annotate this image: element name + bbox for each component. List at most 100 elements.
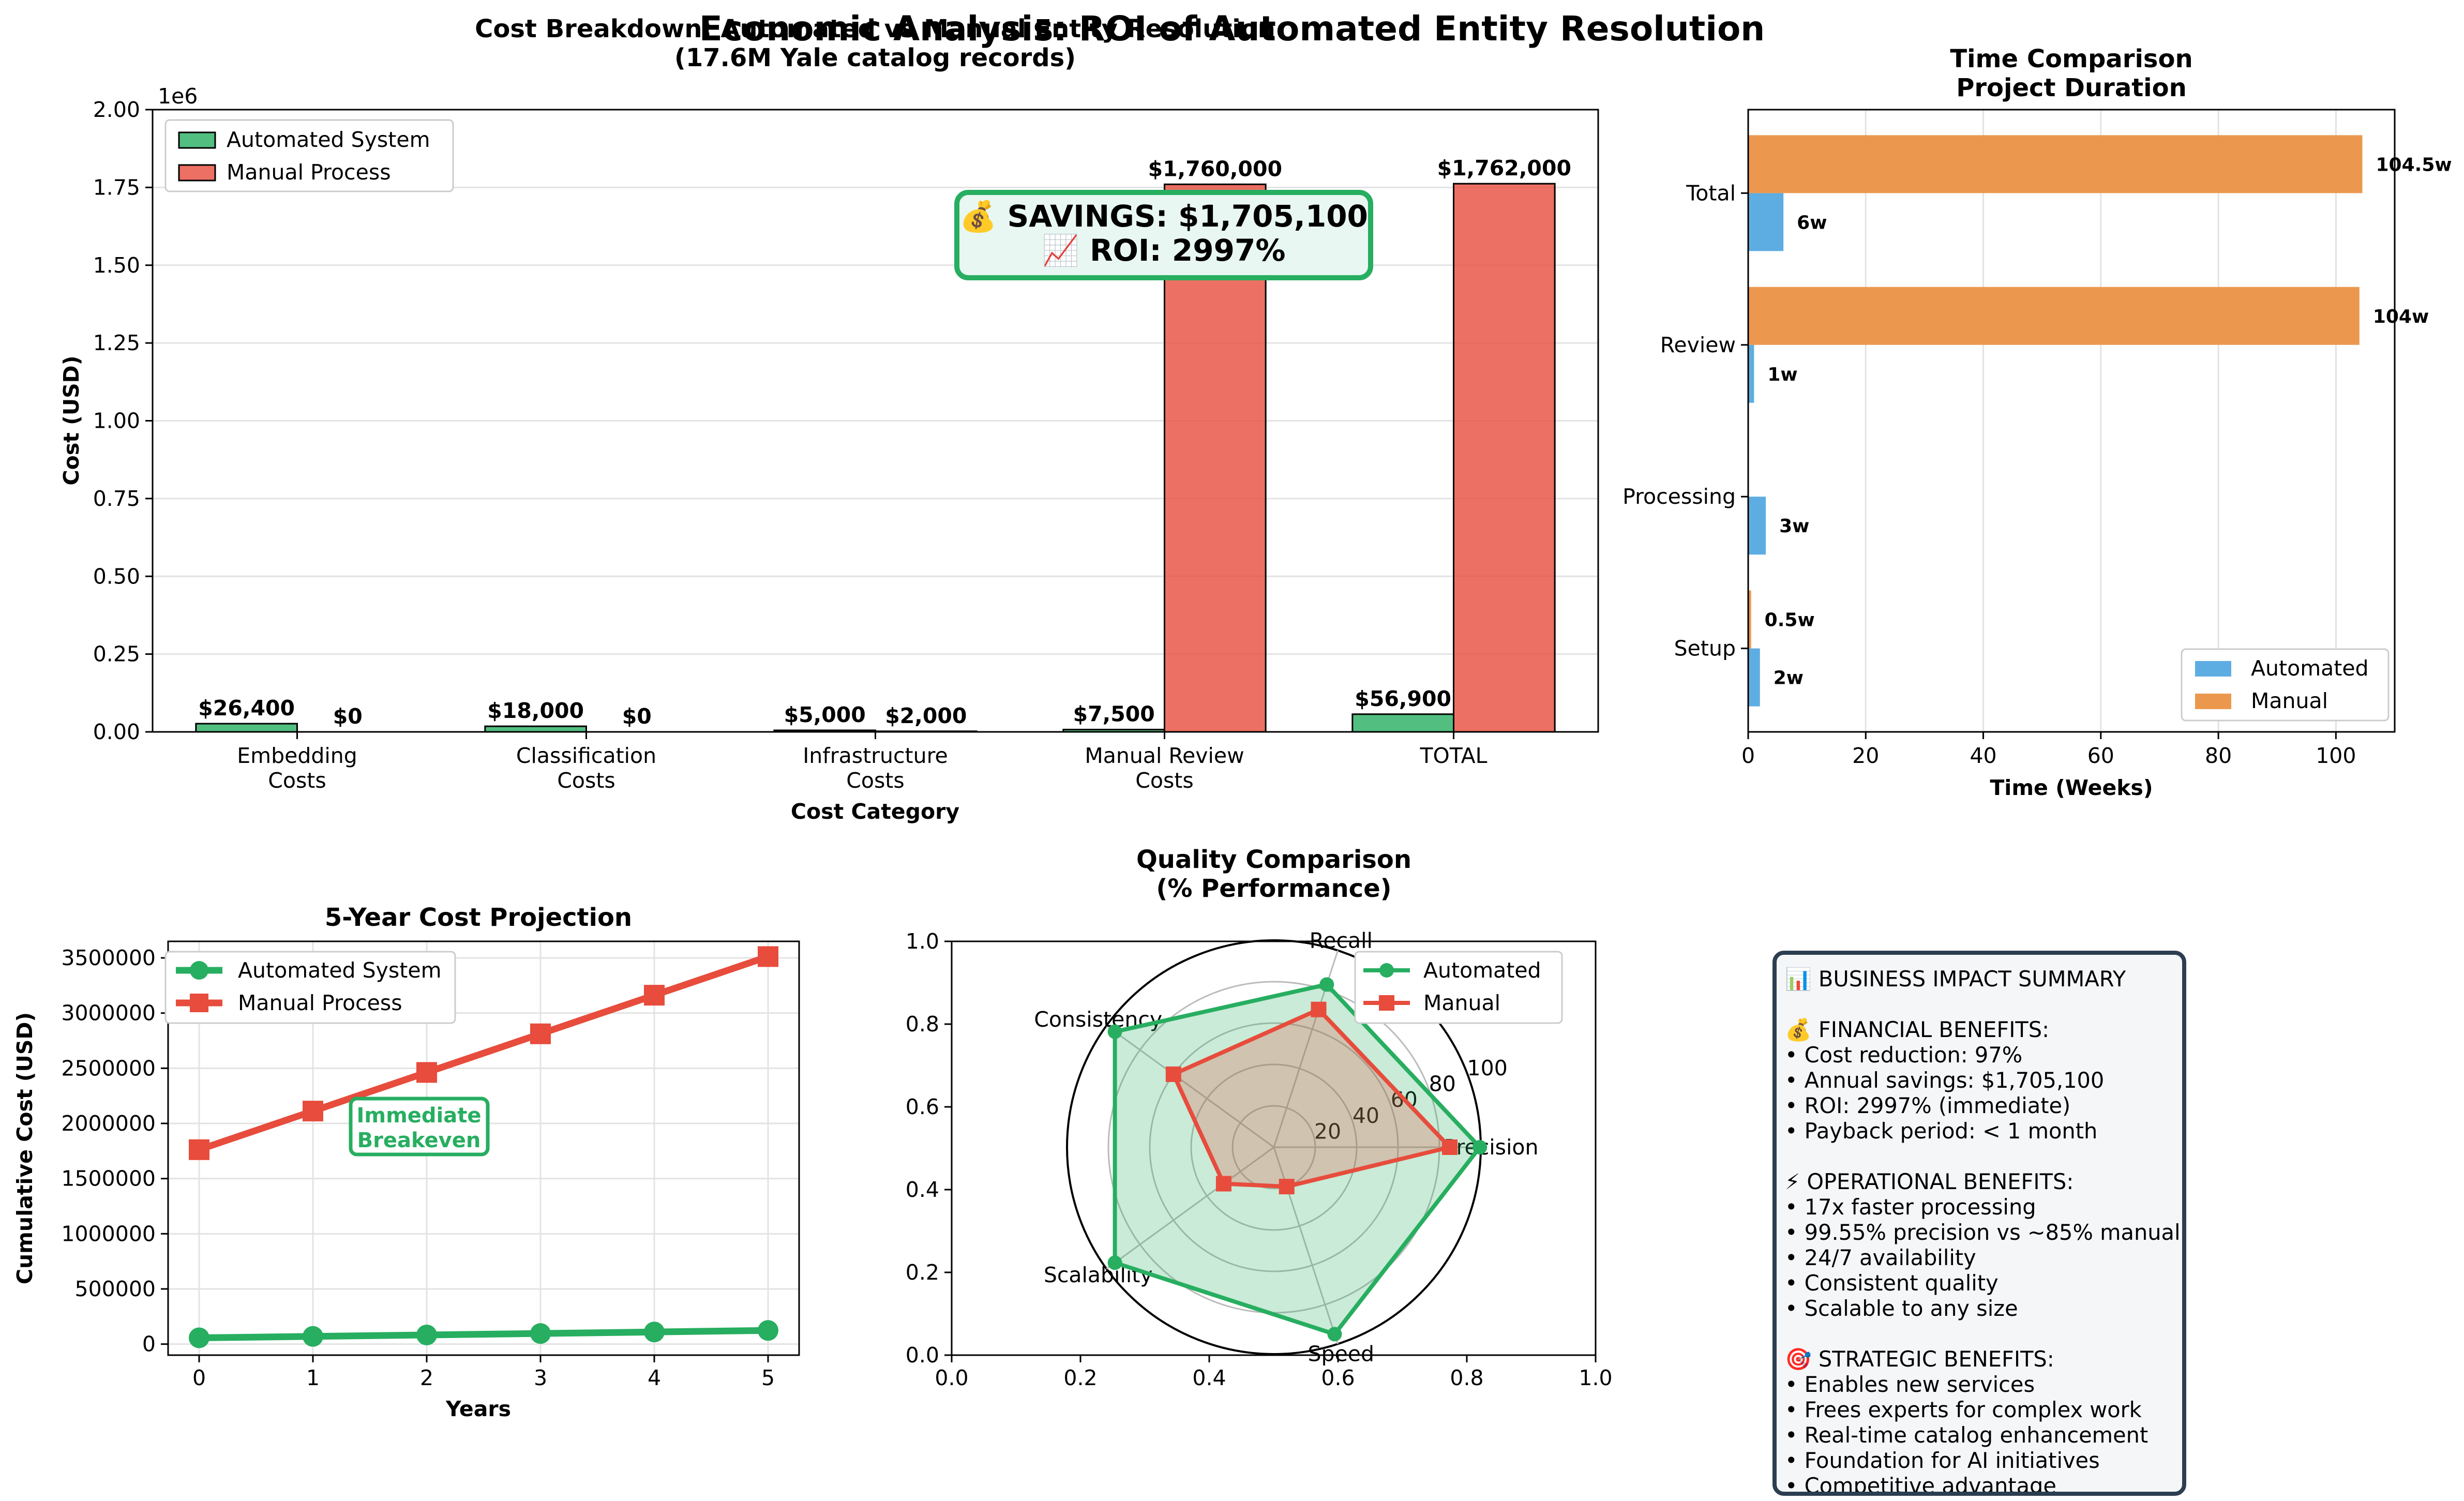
summary-line: • Scalable to any size: [1785, 1296, 2018, 1321]
radar-point-manual: [1442, 1139, 1458, 1155]
cost-data-label-automated: $26,400: [198, 696, 295, 721]
radar-axis-label: Recall: [1310, 928, 1373, 953]
radar-frame-xtick-label: 0.2: [1063, 1365, 1097, 1390]
cost-bar-automated: [1351, 713, 1455, 733]
breakeven-annotation-line: Immediate: [357, 1104, 482, 1128]
proj-point-manual: [644, 985, 665, 1006]
proj-ytick-label: 3000000: [61, 1001, 156, 1026]
radar-frame-xtick-label: 0.4: [1192, 1365, 1226, 1390]
summary-line: 🎯 STRATEGIC BENEFITS:: [1785, 1346, 2054, 1372]
time-bar-manual: [1748, 590, 1751, 649]
cost-xtick-label: Manual Review: [1085, 743, 1244, 768]
radar-subtitle: (% Performance): [1156, 874, 1391, 903]
proj-plot-frame: [167, 940, 800, 1356]
proj-legend-marker: [190, 961, 208, 980]
cost-title: Cost Breakdown: Automated vs Manual Enti…: [475, 14, 1275, 43]
time-xtick-label: 80: [2205, 743, 2232, 768]
cost-data-label-manual: $1,762,000: [1437, 156, 1571, 181]
cost-ytick-label: 0.00: [93, 719, 140, 744]
time-ytick-label: Total: [1686, 181, 1736, 205]
time-xlabel: Time (Weeks): [1990, 775, 2153, 800]
time-bar-manual: [1748, 287, 2360, 345]
time-xtick-label: 40: [1970, 743, 1996, 768]
time-ytick-label: Review: [1660, 333, 1736, 357]
summary-line: [1785, 1321, 2174, 1346]
proj-legend: [164, 951, 456, 1024]
time-xtick-label: 20: [1852, 743, 1879, 768]
time-bar-automated: [1748, 344, 1754, 403]
radar-frame-ytick-label: 0.2: [906, 1260, 939, 1285]
proj-ytick-label: 0: [142, 1332, 156, 1357]
proj-line-manual: [198, 953, 770, 1153]
cost-xtick-label: Costs: [268, 768, 326, 793]
time-title: Time Comparison: [1950, 44, 2192, 73]
cost-xtick-label: Embedding: [237, 743, 357, 768]
cost-ytick-label: 1.50: [93, 253, 140, 278]
radar-legend-marker: [1379, 963, 1394, 978]
radar-area-automated: [1113, 982, 1483, 1337]
time-ytick-label: Setup: [1674, 636, 1736, 661]
proj-point-automated: [530, 1323, 551, 1344]
cost-legend-label: Automated System: [227, 127, 430, 152]
cost-ytick-label: 0.25: [93, 642, 140, 667]
time-xtick-label: 60: [2087, 743, 2114, 768]
radar-axis-label: Precision: [1444, 1135, 1539, 1160]
proj-point-automated: [416, 1324, 437, 1345]
time-legend-label: Automated: [2251, 656, 2369, 681]
figure-suptitle: Economic Analysis: ROI of Automated Enti…: [699, 9, 1765, 49]
cost-data-label-manual: $0: [622, 704, 652, 729]
radar-legend-label: Manual: [1423, 990, 1500, 1015]
proj-legend-label: Manual Process: [238, 990, 402, 1015]
summary-line: • Annual savings: $1,705,100: [1785, 1068, 2105, 1093]
summary-line: • Consistent quality: [1785, 1270, 1999, 1296]
breakeven-annotation-line: Breakeven: [357, 1129, 481, 1152]
radar-frame-ytick-label: 0.0: [906, 1343, 939, 1368]
proj-legend-marker: [190, 994, 208, 1012]
cost-data-label-automated: $7,500: [1073, 701, 1155, 726]
cost-bar-automated: [484, 725, 587, 733]
cost-xtick-label: Costs: [557, 768, 615, 793]
proj-xtick-label: 2: [420, 1365, 433, 1390]
time-data-label-automated: 6w: [1797, 212, 1827, 233]
cost-legend-swatch: [178, 164, 216, 182]
savings-annotation-box: [954, 190, 1373, 280]
cost-legend-swatch: [178, 131, 216, 149]
cost-xtick-label: TOTAL: [1419, 743, 1487, 768]
radar-frame-ytick-label: 0.4: [906, 1177, 939, 1202]
cost-ylabel: Cost (USD): [59, 356, 84, 486]
cost-data-label-manual: $0: [333, 704, 363, 729]
cost-subtitle: (17.6M Yale catalog records): [674, 43, 1076, 72]
cost-legend: [164, 119, 454, 192]
radar-frame-xtick-label: 0.8: [1450, 1365, 1483, 1390]
cost-ytick-label: 1.00: [93, 409, 140, 433]
proj-xlabel: Years: [445, 1397, 511, 1421]
cost-bar-automated: [195, 723, 298, 733]
summary-line: 📊 BUSINESS IMPACT SUMMARY: [1785, 966, 2126, 992]
radar-spoke: [1106, 1146, 1274, 1270]
cost-data-label-automated: $18,000: [487, 698, 584, 723]
cost-legend-label: Manual Process: [227, 160, 391, 185]
time-data-label-automated: 3w: [1779, 516, 1809, 537]
time-ytick-label: Processing: [1622, 484, 1736, 509]
proj-xtick-label: 1: [306, 1365, 320, 1390]
time-data-label-manual: 104.5w: [2376, 154, 2452, 175]
radar-r-tick-label: 40: [1353, 1103, 1379, 1128]
proj-xtick-label: 4: [648, 1365, 661, 1390]
summary-line: • Competitive advantage: [1785, 1473, 2056, 1496]
cost-ytick-label: 0.50: [93, 564, 140, 589]
radar-title: Quality Comparison: [1136, 845, 1411, 874]
savings-annotation-line: 💰 SAVINGS: $1,705,100: [959, 199, 1368, 234]
proj-point-automated: [644, 1322, 665, 1343]
time-legend: [2181, 648, 2390, 722]
radar-frame-xtick-label: 0.6: [1321, 1365, 1355, 1390]
summary-line: [1785, 1144, 2174, 1169]
cost-data-label-manual: $2,000: [885, 703, 967, 728]
time-bar-automated: [1748, 193, 1784, 251]
radar-legend-marker: [1379, 995, 1394, 1011]
proj-ytick-label: 1000000: [61, 1221, 156, 1246]
cost-ytick-label: 1.75: [93, 175, 140, 200]
cost-bar-manual: [1453, 183, 1556, 733]
proj-point-manual: [416, 1062, 437, 1083]
cost-xtick-label: Costs: [1135, 768, 1194, 793]
